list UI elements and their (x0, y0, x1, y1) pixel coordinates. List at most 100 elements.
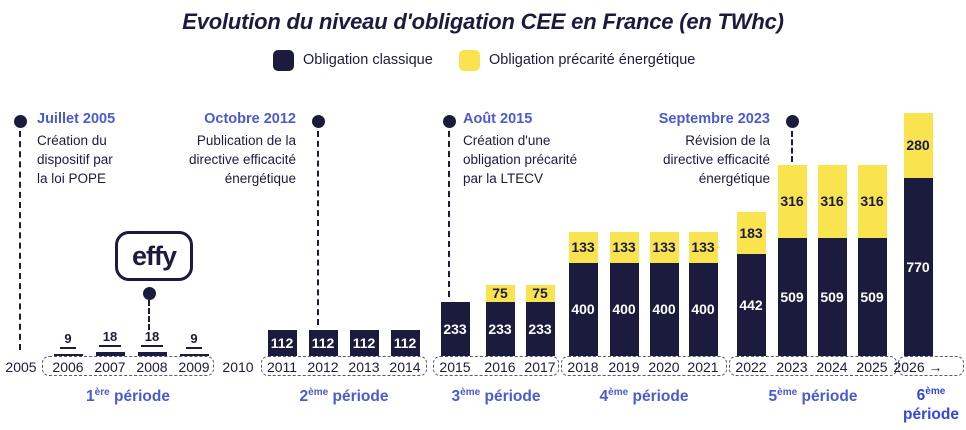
timeline-dashed-line-octobre-2012 (317, 131, 319, 325)
period-label-2: 2ème période (299, 387, 389, 406)
effy-dashed-line (148, 300, 150, 330)
bar-segment-classique-2007 (95, 352, 125, 356)
bar-value-classique-2024: 509 (820, 289, 844, 305)
bar-segment-precarite-2020 (649, 232, 679, 263)
bar-segment-classique-2023 (777, 238, 807, 356)
bar-value-precarite-2017: 75 (532, 285, 548, 301)
bar-value-classique-2013: 112 (352, 335, 376, 351)
timeline-dot-septembre-2023 (786, 115, 799, 128)
period-label-3: 3ème période (451, 387, 541, 406)
bar-value-precarite-2020: 133 (652, 239, 676, 255)
year-label-2016: 2016 (484, 359, 516, 375)
bar-segment-classique-2011 (267, 330, 297, 356)
bar-segment-precarite-2021 (688, 232, 718, 263)
year-label-2020: 2020 (648, 359, 680, 375)
period-box-6 (898, 356, 964, 376)
timeline-dashed-line-juillet-2005 (19, 131, 21, 350)
bar-segment-classique-2021 (688, 263, 718, 356)
bar-segment-precarite-2016 (485, 285, 515, 302)
period-box-2 (261, 356, 427, 376)
bar-segment-precarite-2025 (857, 165, 887, 238)
legend-swatch-precarite (459, 50, 480, 71)
bar-segment-precarite-2017 (525, 285, 555, 302)
bar-segment-classique-2025 (857, 238, 887, 356)
bar-segment-classique-2015 (440, 302, 470, 356)
year-label-2026: 2026 → (893, 359, 943, 375)
period-label-6: 6ème période (903, 386, 959, 424)
bar-value-classique-2007: 18 (88, 329, 132, 347)
year-label-2018: 2018 (567, 359, 599, 375)
bar-value-classique-2014: 112 (393, 335, 417, 351)
legend-label-classique: Obligation classique (303, 52, 433, 68)
period-box-4 (561, 356, 727, 376)
year-label-2025: 2025 (856, 359, 888, 375)
year-label-2008: 2008 (136, 359, 168, 375)
bar-value-classique-2012: 112 (311, 335, 335, 351)
year-label-2024: 2024 (816, 359, 848, 375)
bar-value-precarite-2021: 133 (691, 239, 715, 255)
effy-logo: effy (115, 231, 193, 281)
bar-segment-classique-2022 (736, 254, 766, 356)
bar-segment-classique-2016 (485, 302, 515, 356)
bar-segment-classique-2008 (137, 352, 167, 356)
period-box-5 (729, 356, 897, 376)
bar-segment-classique-2018 (568, 263, 598, 356)
year-label-2005: 2005 (5, 359, 37, 375)
year-label-2009: 2009 (178, 359, 210, 375)
bar-segment-precarite-2024 (817, 165, 847, 238)
bar-value-precarite-2019: 133 (612, 239, 636, 255)
bar-value-classique-2020: 400 (652, 301, 676, 317)
legend-label-precarite: Obligation précarité énergétique (489, 52, 696, 68)
effy-logo-text: effy (131, 240, 177, 271)
period-label-5: 5ème période (768, 387, 858, 406)
milestone-text-juillet-2005: Création du dispositif par la loi POPE (37, 133, 113, 186)
year-label-2023: 2023 (776, 359, 808, 375)
timeline-dashed-line-septembre-2023 (791, 131, 793, 162)
bar-segment-precarite-2022 (736, 212, 766, 254)
year-label-2015: 2015 (439, 359, 471, 375)
bar-value-classique-2018: 400 (571, 301, 595, 317)
bar-segment-precarite-2019 (609, 232, 639, 263)
effy-timeline-dot (143, 287, 156, 300)
bar-value-precarite-2026: 280 (906, 137, 930, 153)
bar-value-classique-2023: 509 (780, 289, 804, 305)
year-label-2017: 2017 (524, 359, 556, 375)
bar-value-classique-2009: 9 (172, 331, 216, 349)
bar-segment-precarite-2018 (568, 232, 598, 263)
bar-value-classique-2017: 233 (528, 321, 552, 337)
bar-value-classique-2019: 400 (612, 301, 636, 317)
bar-value-classique-2008: 18 (130, 329, 174, 347)
year-label-2019: 2019 (608, 359, 640, 375)
bar-value-classique-2022: 442 (739, 297, 763, 313)
milestone-text-aout-2015: Création d'une obligation précarité par … (463, 133, 578, 186)
year-label-2006: 2006 (52, 359, 84, 375)
bar-value-classique-2015: 233 (443, 321, 467, 337)
bar-value-precarite-2025: 316 (860, 193, 884, 209)
bar-value-classique-2006: 9 (46, 331, 90, 349)
bar-value-classique-2025: 509 (860, 289, 884, 305)
period-box-3 (433, 356, 559, 376)
bar-value-classique-2011: 112 (270, 335, 294, 351)
milestone-date-septembre-2023: Septembre 2023 (658, 111, 770, 127)
bar-segment-precarite-2023 (777, 165, 807, 238)
year-label-2012: 2012 (307, 359, 339, 375)
milestone-text-septembre-2023: Révision de la directive efficacité éner… (662, 133, 770, 186)
period-label-1: 1ère période (86, 387, 170, 406)
bar-value-classique-2021: 400 (691, 301, 715, 317)
bar-segment-classique-2009 (179, 354, 209, 356)
chart-title: Evolution du niveau d'obligation CEE en … (182, 9, 784, 34)
bar-value-classique-2016: 233 (488, 321, 512, 337)
year-label-2014: 2014 (389, 359, 421, 375)
bar-value-precarite-2016: 75 (492, 285, 508, 301)
bar-value-precarite-2022: 183 (739, 225, 763, 241)
bar-segment-classique-2014 (390, 330, 420, 356)
year-label-2011: 2011 (266, 359, 298, 375)
legend-swatch-classique (273, 50, 294, 71)
bar-segment-classique-2020 (649, 263, 679, 356)
bar-segment-classique-2019 (609, 263, 639, 356)
bar-segment-classique-2026 (903, 178, 933, 356)
year-label-2010: 2010 (222, 359, 254, 375)
timeline-dashed-line-aout-2015 (448, 131, 450, 297)
year-label-2022: 2022 (735, 359, 767, 375)
